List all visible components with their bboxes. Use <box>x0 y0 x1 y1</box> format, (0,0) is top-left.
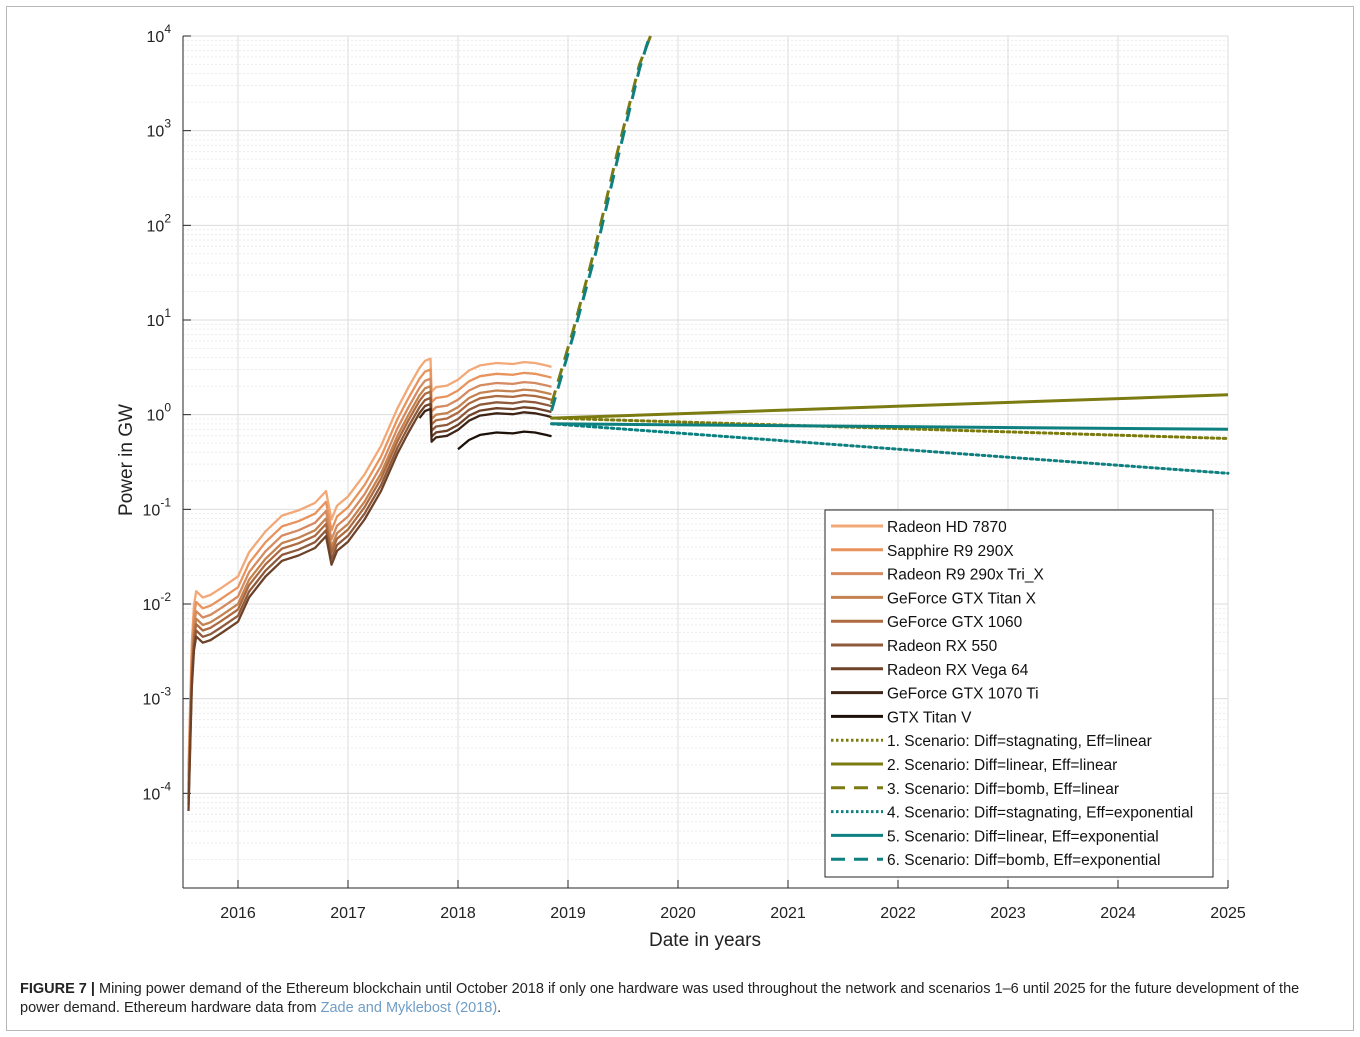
series-line-13 <box>550 422 1230 475</box>
legend-label: 4. Scenario: Diff=stagnating, Eff=expone… <box>887 805 1193 822</box>
series-line-8 <box>418 407 552 443</box>
y-tick-label: 103 <box>147 117 172 141</box>
series-line-3 <box>187 377 552 786</box>
figure-frame <box>6 6 1354 1031</box>
y-tick-label: 102 <box>147 211 172 235</box>
axes-layer: 2016 2017 2018 2019 2020 2021 2022 2023 2024 2025… <box>143 22 1246 922</box>
series-line-1 <box>187 357 552 766</box>
legend-label: Radeon RX Vega 64 <box>887 662 1029 679</box>
series-line-11 <box>551 393 1229 420</box>
series-line-14 <box>551 422 1229 431</box>
x-tick-label: 2024 <box>1100 905 1136 922</box>
legend-label: GeForce GTX 1060 <box>887 614 1023 631</box>
series-line-2 <box>187 368 552 777</box>
y-tick-label: 10-1 <box>143 495 172 519</box>
y-tick-label: 101 <box>147 306 172 330</box>
legend-label: GeForce GTX Titan X <box>887 590 1037 607</box>
series-line-15 <box>550 39 650 412</box>
x-tick-label: 2025 <box>1210 905 1246 922</box>
x-tick-label: 2022 <box>880 905 916 922</box>
x-tick-label: 2016 <box>220 905 256 922</box>
series-line-6 <box>187 396 552 806</box>
legend-label: Sapphire R9 290X <box>887 543 1014 560</box>
x-tick-label: 2017 <box>330 905 366 922</box>
series-layer <box>187 35 1230 812</box>
legend-label: Radeon HD 7870 <box>887 519 1007 536</box>
y-tick-label: 10-4 <box>143 779 172 803</box>
legend: Radeon HD 7870 Sapphire R9 290X Radeon R9 … <box>824 509 1214 878</box>
y-tick-label: 10-2 <box>143 590 172 614</box>
series-line-7 <box>187 402 552 812</box>
x-tick-label: 2021 <box>770 905 806 922</box>
x-tick-label: 2018 <box>440 905 476 922</box>
series-line-4 <box>187 385 552 794</box>
grid-layer <box>183 35 1229 888</box>
x-tick-label: 2020 <box>660 905 696 922</box>
y-axis-label: Power in GW <box>116 404 137 516</box>
legend-label: GeForce GTX 1070 Ti <box>887 686 1039 703</box>
legend-label: 6. Scenario: Diff=bomb, Eff=exponential <box>887 852 1160 869</box>
caption-lead: FIGURE 7 | <box>20 981 95 997</box>
legend-label: 2. Scenario: Diff=linear, Eff=linear <box>887 757 1117 774</box>
figure-caption: FIGURE 7 | Mining power demand of the Et… <box>20 980 1342 1018</box>
series-line-12 <box>550 35 652 405</box>
legend-label: 1. Scenario: Diff=stagnating, Eff=linear <box>887 733 1152 750</box>
series-line-9 <box>457 430 552 451</box>
x-tick-label: 2023 <box>990 905 1026 922</box>
legend-label: 3. Scenario: Diff=bomb, Eff=linear <box>887 781 1119 798</box>
caption-reference-link[interactable]: Zade and Myklebost (2018) <box>320 1000 498 1016</box>
series-line-10 <box>550 416 1230 440</box>
legend-label: GTX Titan V <box>887 709 972 726</box>
caption-end: . <box>497 1000 502 1016</box>
series-line-5 <box>187 390 552 799</box>
y-tick-label: 10-3 <box>143 685 172 709</box>
chart: 2016 2017 2018 2019 2020 2021 2022 2023 2024 2025… <box>116 22 1246 951</box>
x-axis-label: Date in years <box>649 930 761 951</box>
legend-label: Radeon R9 290x Tri_X <box>887 567 1044 584</box>
legend-box <box>824 509 1214 878</box>
y-tick-label: 100 <box>147 401 172 425</box>
y-tick-label: 104 <box>147 22 172 46</box>
legend-label: Radeon RX 550 <box>887 638 998 655</box>
x-tick-label: 2019 <box>550 905 586 922</box>
caption-text: Mining power demand of the Ethereum bloc… <box>20 981 1300 1016</box>
legend-label: 5. Scenario: Diff=linear, Eff=exponentia… <box>887 828 1159 845</box>
